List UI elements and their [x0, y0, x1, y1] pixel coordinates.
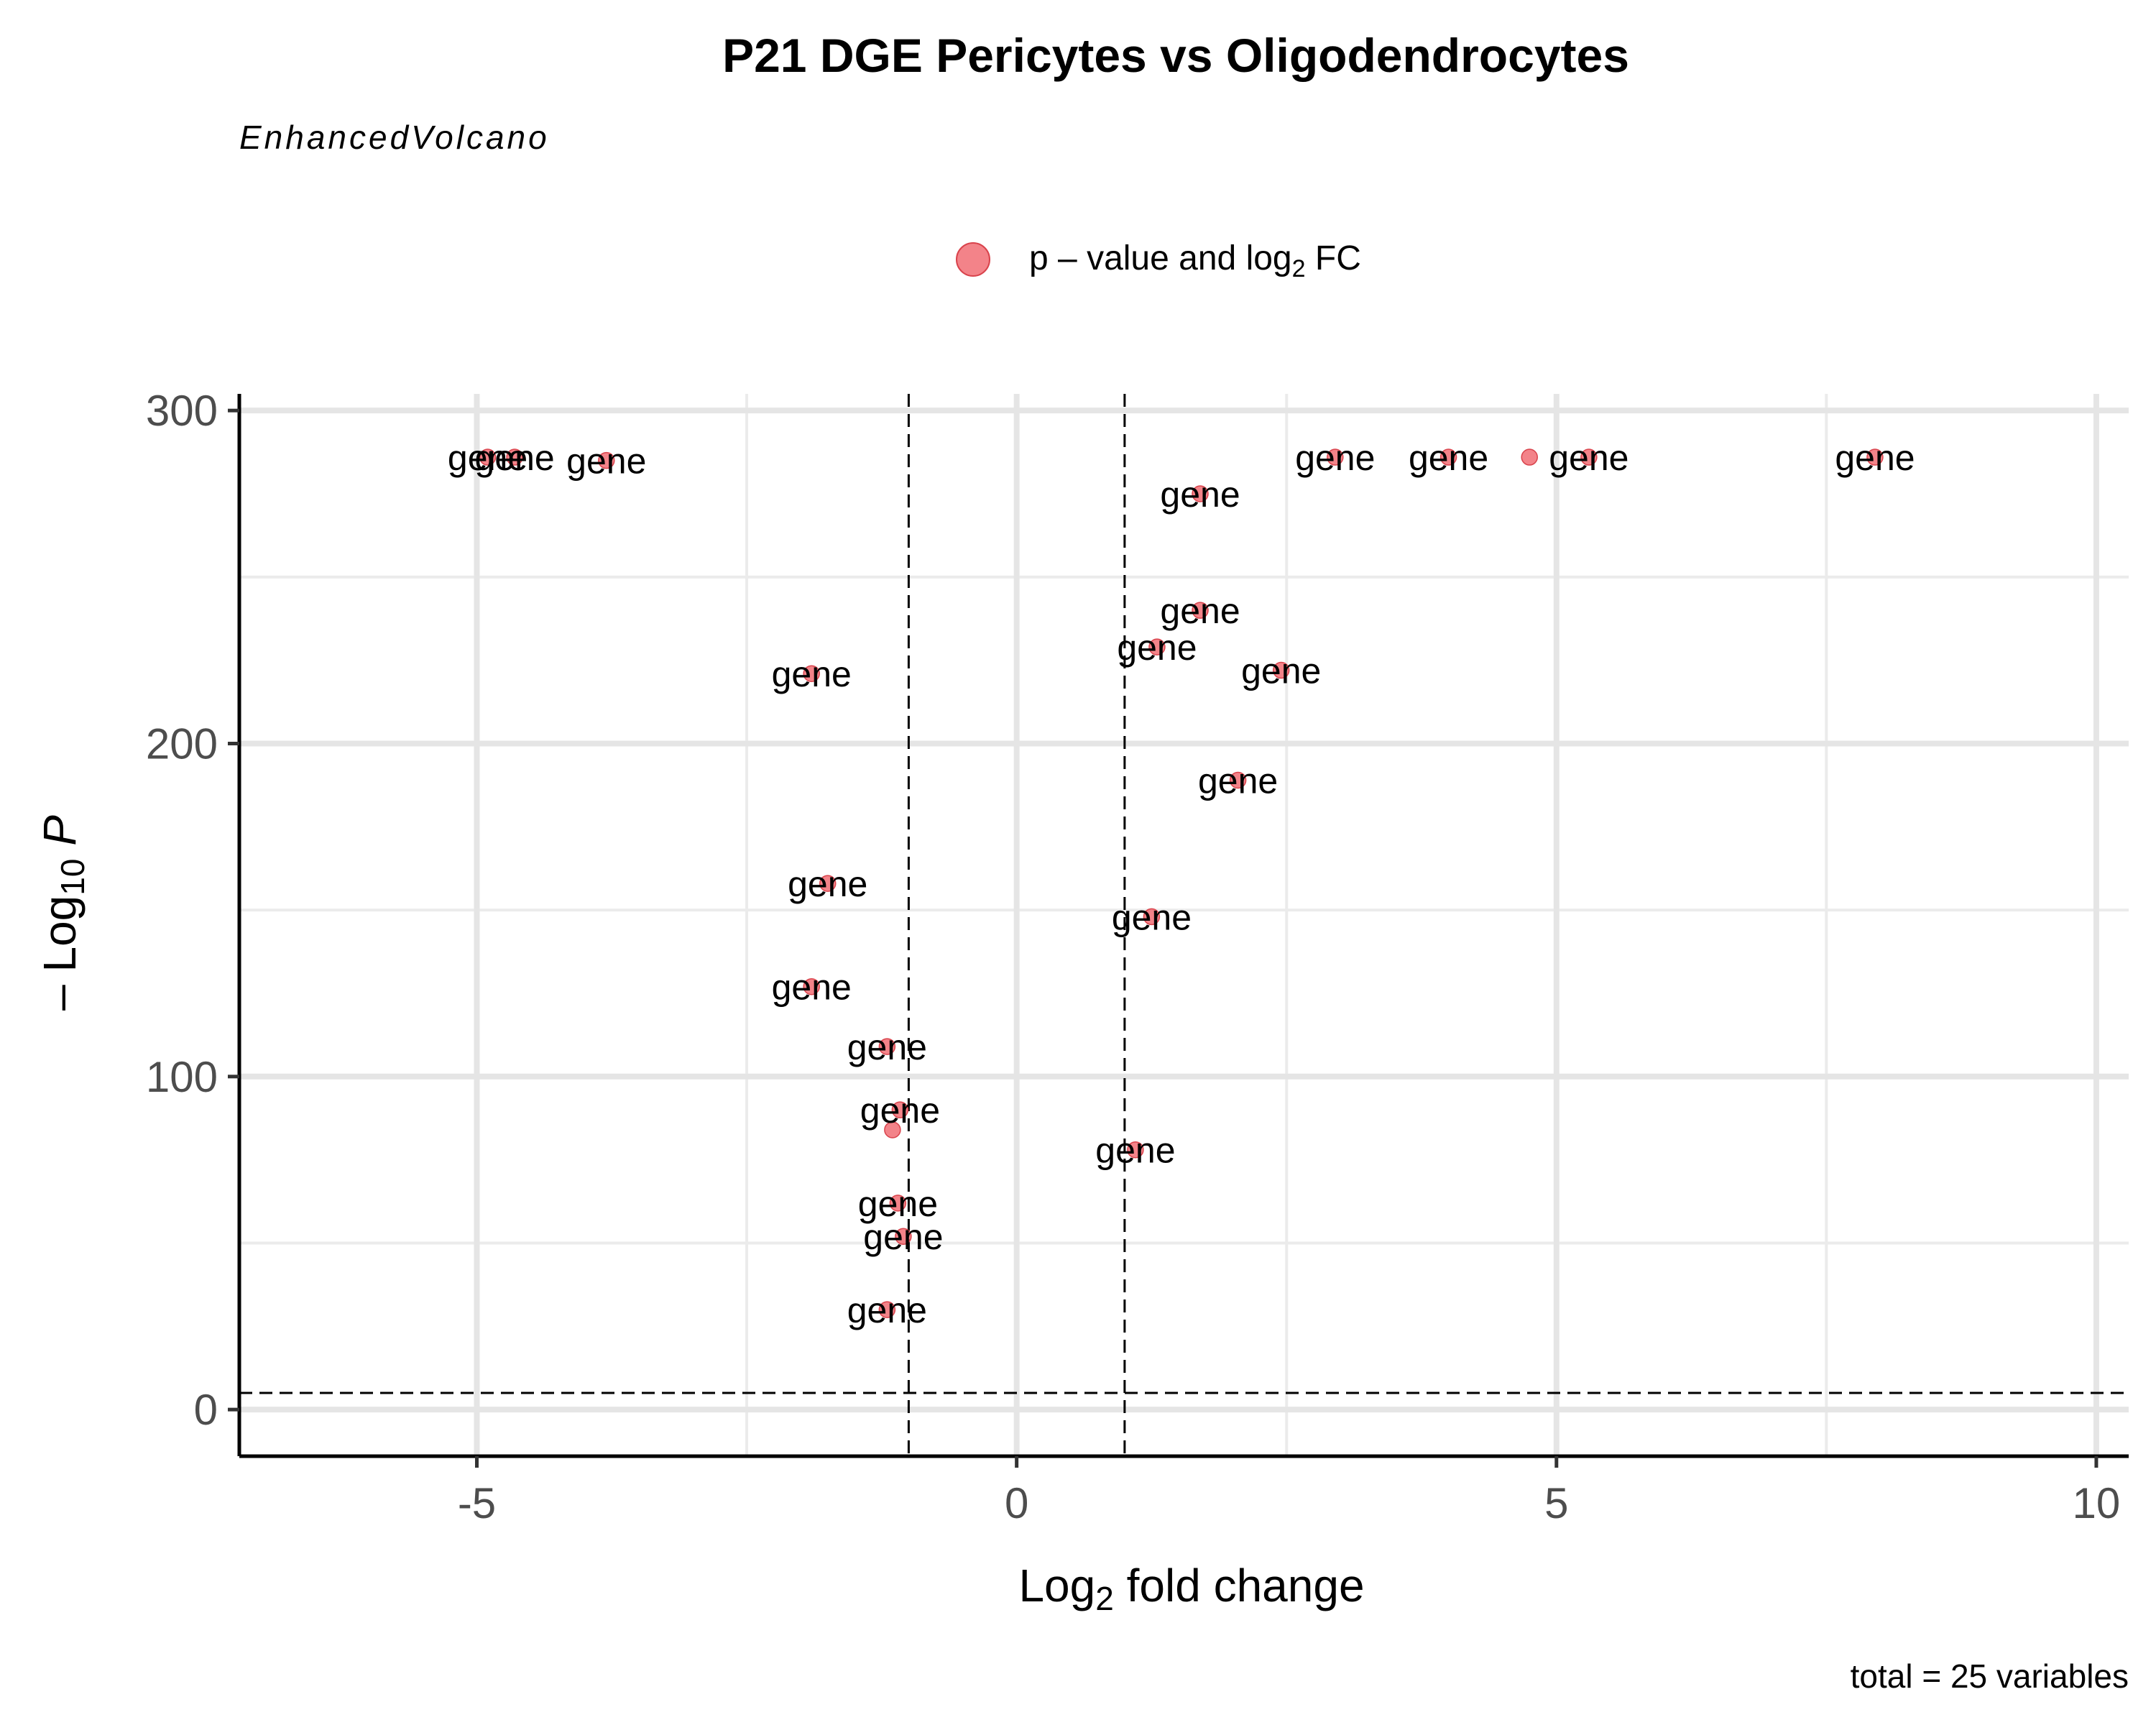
legend: p – value and log2 FC — [956, 239, 1361, 282]
gene-label: gene — [1835, 438, 1915, 478]
data-point — [1229, 771, 1247, 789]
data-point — [598, 451, 615, 469]
gene-label: gene — [858, 1184, 938, 1224]
x-axis-title-suffix: fold change — [1114, 1560, 1365, 1611]
caption: total = 25 variables — [1851, 1657, 2129, 1695]
data-point — [1143, 908, 1161, 926]
data-point — [884, 1121, 901, 1138]
gene-label: gene — [1160, 591, 1240, 631]
legend-label: p – value and log2 FC — [1029, 239, 1361, 282]
x-tick-label: -5 — [458, 1479, 496, 1527]
data-point — [506, 448, 523, 466]
grid — [239, 394, 2129, 1456]
legend-key-point — [956, 242, 990, 277]
data-point — [1272, 661, 1290, 679]
gene-label: gene — [448, 438, 528, 478]
x-tick-label: 5 — [1544, 1479, 1568, 1527]
data-point — [803, 978, 820, 995]
y-axis-title-suffix: P — [34, 815, 86, 859]
gene-label: gene — [1112, 897, 1192, 937]
gene-label: gene — [772, 967, 852, 1008]
data-point — [895, 1228, 912, 1245]
gene-label: gene — [772, 654, 852, 694]
gene-label: gene — [847, 1290, 927, 1330]
gene-label: gene — [566, 441, 646, 482]
data-point — [878, 1301, 896, 1318]
chart-subtitle: EnhancedVolcano — [239, 119, 550, 156]
gene-label: gene — [1549, 438, 1628, 478]
legend-label-suffix: FC — [1306, 239, 1361, 277]
gene-label: gene — [1295, 438, 1375, 478]
data-point — [889, 1195, 907, 1212]
y-axis-title-subscript: 10 — [54, 859, 91, 896]
data-point — [1439, 448, 1457, 466]
data-point — [479, 448, 497, 466]
gene-label: gene — [1095, 1131, 1175, 1171]
y-axis-title-prefix: – Log — [34, 896, 86, 1011]
gene-label: gene — [788, 864, 867, 904]
gene-label: gene — [1160, 474, 1240, 515]
x-axis-title: Log2 fold change — [1018, 1560, 1364, 1617]
data-point — [819, 875, 837, 892]
data-point — [1580, 448, 1598, 466]
y-tick-label: 300 — [146, 387, 218, 435]
x-tick-label: 0 — [1005, 1479, 1028, 1527]
legend-label-subscript: 2 — [1292, 255, 1306, 282]
y-tick-label: 100 — [146, 1053, 218, 1101]
data-point — [1192, 485, 1209, 502]
cutoff-lines — [239, 394, 2129, 1456]
data-point — [1327, 448, 1344, 466]
y-tick-label: 0 — [194, 1386, 218, 1434]
data-points — [479, 448, 1884, 1318]
gene-label: gene — [1241, 651, 1321, 691]
x-axis-title-subscript: 2 — [1095, 1580, 1114, 1617]
data-point — [878, 1038, 896, 1055]
gene-label: gene — [1409, 438, 1488, 478]
gene-label: gene — [860, 1090, 940, 1131]
chart-title: P21 DGE Pericytes vs Oligodendrocytes — [722, 29, 1629, 82]
data-point — [803, 665, 820, 682]
gene-label: gene — [1117, 627, 1197, 668]
data-point — [1127, 1141, 1144, 1159]
data-point — [1521, 448, 1538, 466]
y-axis-title: – Log10 P — [34, 815, 91, 1011]
x-axis-title-prefix: Log — [1018, 1560, 1095, 1611]
data-point — [1192, 602, 1209, 619]
y-tick-label: 200 — [146, 719, 218, 768]
data-point — [891, 1101, 909, 1118]
data-point — [1148, 638, 1166, 656]
x-tick-label: 10 — [2073, 1479, 2121, 1527]
gene-label: gene — [1198, 760, 1278, 801]
legend-label-prefix: p – value and log — [1029, 239, 1292, 277]
gene-label: gene — [474, 438, 554, 478]
data-point — [1866, 448, 1884, 466]
gene-label: gene — [863, 1217, 943, 1257]
gene-label: gene — [847, 1027, 927, 1067]
